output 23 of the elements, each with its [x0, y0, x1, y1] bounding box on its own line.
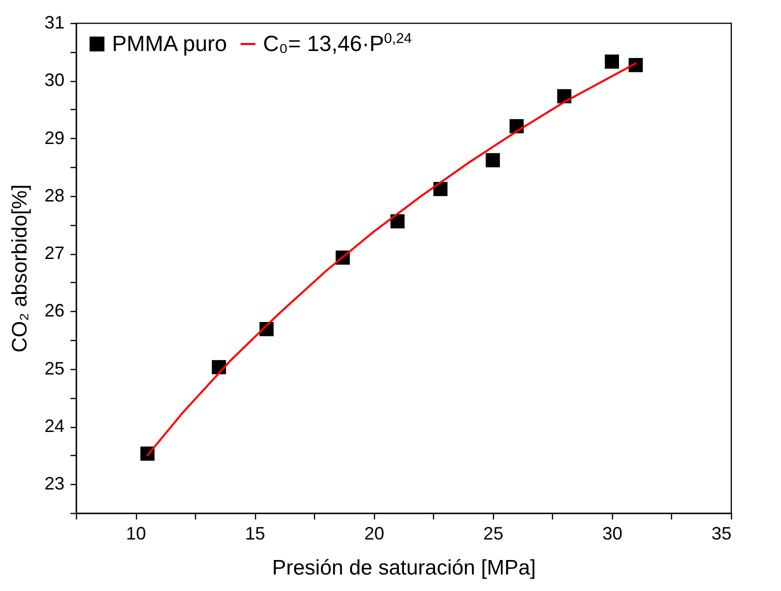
- y-tick-label: 31: [44, 12, 64, 32]
- y-tick-label: 24: [44, 416, 64, 436]
- point: [390, 214, 405, 228]
- x-tick-label: 30: [602, 524, 622, 544]
- y-tick-label: 27: [44, 243, 64, 264]
- y-tick-label: 26: [44, 300, 64, 321]
- x-tick-label: 20: [364, 524, 384, 544]
- legend-label: PMMA puro: [112, 31, 227, 56]
- point: [486, 153, 500, 168]
- x-tick-label: 35: [711, 524, 732, 544]
- point: [604, 54, 619, 69]
- y-tick-label: 29: [44, 128, 64, 148]
- x-axis-title: Presión de saturación [MPa]: [272, 556, 536, 580]
- x-tick-label: 25: [483, 524, 504, 544]
- y-tick-label: 28: [44, 185, 64, 206]
- y-tick-label: 23: [44, 474, 64, 494]
- legend-label: C₀= 13,46·P$^{0,24}$: [263, 31, 412, 56]
- y-tick-label: 25: [44, 358, 64, 378]
- y-axis-title: CO₂ absorbido[%]: [8, 184, 32, 353]
- y-tick-label: 30: [44, 70, 64, 90]
- x-tick-label: 10: [126, 524, 146, 544]
- x-tick-label: 15: [245, 524, 266, 544]
- point: [628, 58, 643, 72]
